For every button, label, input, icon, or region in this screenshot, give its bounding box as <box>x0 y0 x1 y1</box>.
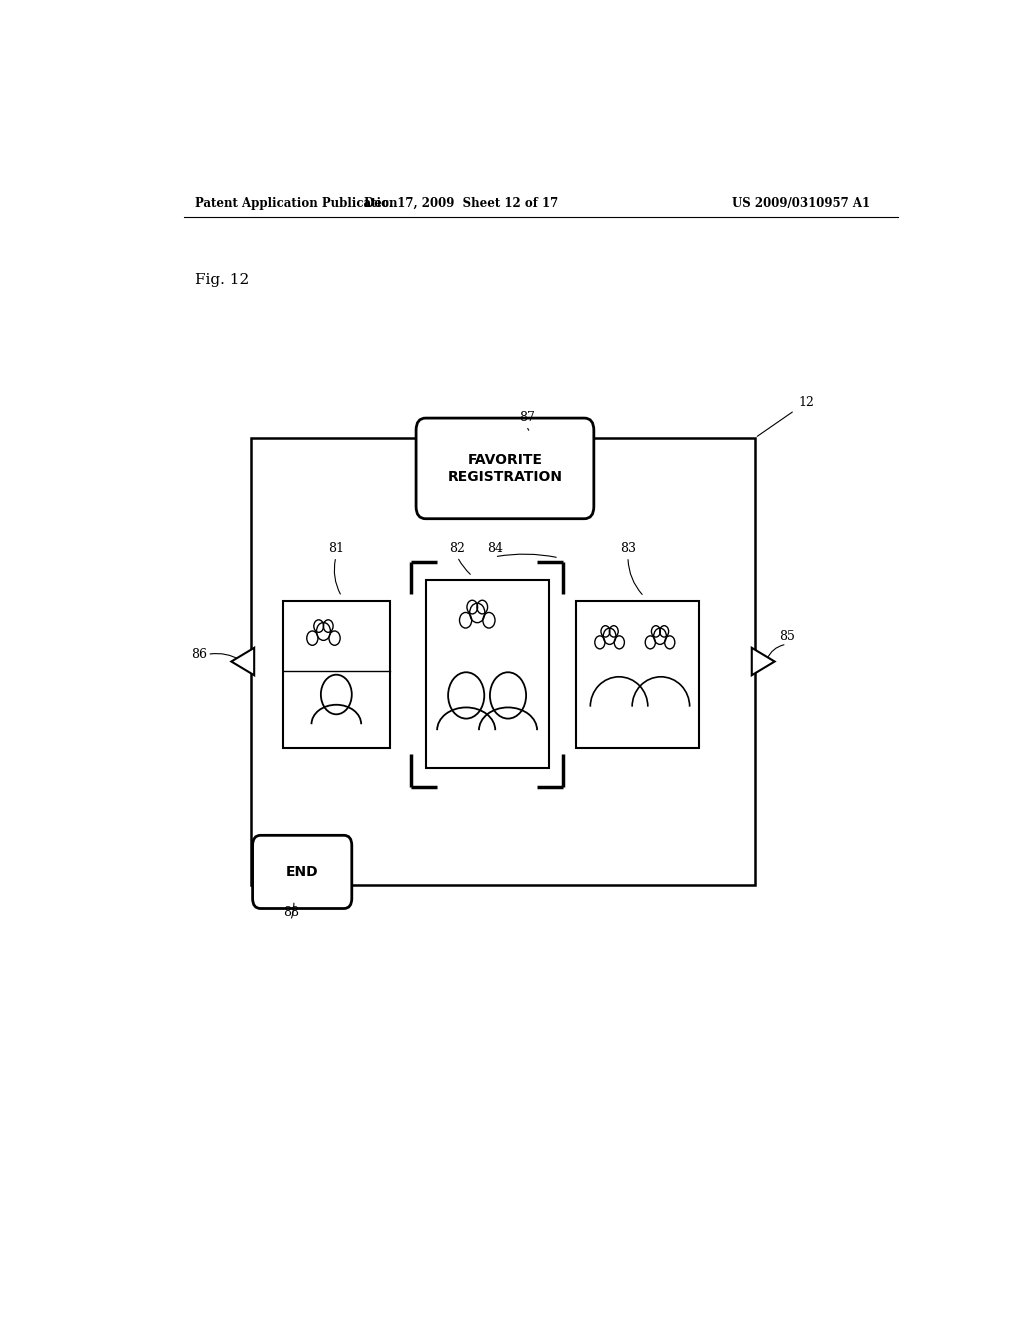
Text: 84: 84 <box>486 543 503 556</box>
Text: US 2009/0310957 A1: US 2009/0310957 A1 <box>732 197 870 210</box>
Text: Patent Application Publication: Patent Application Publication <box>196 197 398 210</box>
Polygon shape <box>231 648 254 676</box>
Circle shape <box>307 631 317 645</box>
Text: 88: 88 <box>283 906 299 919</box>
Circle shape <box>489 672 526 718</box>
Circle shape <box>467 601 477 614</box>
Bar <box>426 581 549 768</box>
Polygon shape <box>752 648 774 676</box>
Text: 81: 81 <box>328 543 344 556</box>
FancyBboxPatch shape <box>416 418 594 519</box>
Text: 85: 85 <box>778 630 795 643</box>
Circle shape <box>595 636 605 649</box>
Circle shape <box>665 636 675 649</box>
Text: 12: 12 <box>799 396 814 409</box>
Bar <box>283 601 390 748</box>
Text: 83: 83 <box>620 543 636 556</box>
Circle shape <box>477 601 487 614</box>
Circle shape <box>449 672 484 718</box>
Bar <box>251 438 755 886</box>
Circle shape <box>324 620 333 632</box>
Circle shape <box>313 620 324 632</box>
Circle shape <box>316 623 331 640</box>
Circle shape <box>321 675 352 714</box>
Circle shape <box>329 631 340 645</box>
Circle shape <box>460 612 472 628</box>
Bar <box>577 601 699 748</box>
FancyBboxPatch shape <box>253 836 352 908</box>
Circle shape <box>609 626 618 638</box>
Circle shape <box>483 612 495 628</box>
Circle shape <box>659 626 669 638</box>
Circle shape <box>470 603 485 623</box>
Text: 82: 82 <box>450 543 465 556</box>
Circle shape <box>601 626 610 638</box>
Circle shape <box>614 636 625 649</box>
Text: Dec. 17, 2009  Sheet 12 of 17: Dec. 17, 2009 Sheet 12 of 17 <box>365 197 558 210</box>
Text: Fig. 12: Fig. 12 <box>196 273 250 288</box>
Text: 87: 87 <box>519 411 536 424</box>
Text: 86: 86 <box>191 648 207 661</box>
Circle shape <box>653 628 667 644</box>
Text: END: END <box>286 865 318 879</box>
Text: FAVORITE
REGISTRATION: FAVORITE REGISTRATION <box>447 453 562 483</box>
Circle shape <box>645 636 655 649</box>
Circle shape <box>603 628 616 644</box>
Circle shape <box>651 626 660 638</box>
